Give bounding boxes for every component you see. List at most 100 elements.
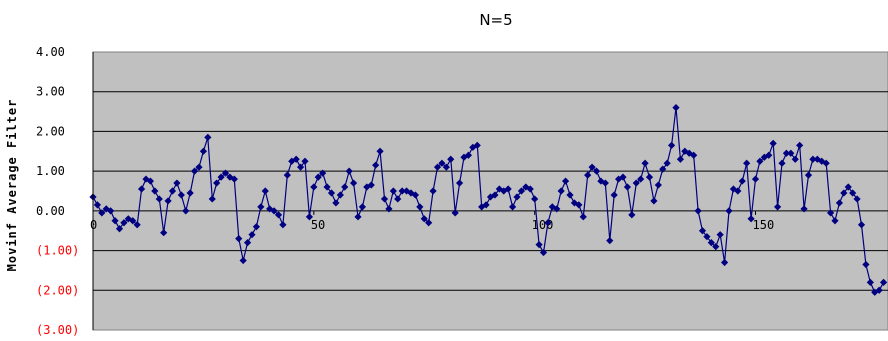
data-point [614,175,623,183]
data-point [813,155,821,163]
data-point [743,159,751,167]
data-point [261,187,269,195]
y-tick-label: (2.00) [36,283,79,297]
data-point [230,175,238,183]
data-point [385,205,393,213]
data-point [447,155,455,163]
data-point [690,151,698,159]
data-point [796,141,804,149]
data-point [751,175,760,183]
data-point [672,104,680,112]
data-point [866,278,874,286]
data-point [650,197,658,205]
data-point [725,207,733,215]
data-point [111,217,119,225]
data-point [279,221,287,229]
data-point [398,187,406,195]
data-point [641,159,649,167]
data-point [504,185,512,193]
y-axis-label: Movinf Average Filter [5,99,19,272]
data-point [442,163,450,171]
data-point [553,205,561,213]
data-point [681,147,689,155]
data-point [760,153,768,161]
data-point [738,177,746,185]
data-point [98,209,106,217]
data-point [478,203,486,211]
data-point [804,171,813,179]
data-point [323,183,331,191]
data-point [102,205,110,213]
data-point [716,231,724,239]
data-point [667,141,676,149]
data-point [862,260,870,269]
y-tick-label: 1.00 [36,164,65,178]
data-point [575,201,583,209]
data-point [349,179,358,187]
data-point [354,213,362,221]
data-point [177,191,185,199]
data-point [482,201,490,209]
data-point [531,195,539,203]
data-point [239,256,247,265]
data-point [800,205,808,213]
data-point [248,231,256,239]
data-point [694,207,702,215]
data-point [747,215,755,223]
data-point [341,183,349,191]
data-point [610,191,618,199]
data-point [186,189,194,197]
data-point [433,163,442,171]
data-point [425,219,433,227]
data-point [544,219,552,227]
data-point [133,221,141,229]
data-point [707,239,715,247]
data-point [831,217,839,225]
data-point [195,163,203,171]
data-point [173,179,181,187]
data-point [292,155,300,163]
data-point [619,173,627,181]
data-point [332,199,340,207]
data-point [782,149,791,157]
data-point [168,187,177,195]
data-point [217,173,225,181]
data-point [491,191,499,199]
data-point [566,191,574,199]
data-point [155,195,163,203]
data-point [720,258,729,267]
series [89,104,888,296]
data-point [561,177,570,185]
data-point [822,159,830,167]
data-point [787,149,795,157]
data-point [376,147,384,155]
data-point [632,179,640,187]
data-point [654,181,662,189]
data-point [411,191,420,199]
data-point [208,195,216,203]
data-point [151,187,159,195]
data-point [517,187,526,195]
data-point [164,197,172,205]
data-point [464,151,473,159]
data-point [115,225,124,233]
data-point [853,195,861,203]
data-point [756,157,764,165]
data-point [645,173,654,181]
data-point [190,167,199,175]
data-point [345,167,353,175]
data-point [676,155,685,163]
data-point [296,163,305,171]
data-point [283,171,291,179]
data-point [199,147,208,155]
y-tick-label: (3.00) [36,323,79,337]
data-point [765,151,773,159]
y-tick-label: 0.00 [36,204,65,218]
data-point [809,155,817,163]
data-point [416,203,424,211]
plot-area [92,51,888,331]
data-point [835,199,844,207]
data-point [270,207,278,215]
data-point [844,183,852,191]
data-point [451,209,459,217]
